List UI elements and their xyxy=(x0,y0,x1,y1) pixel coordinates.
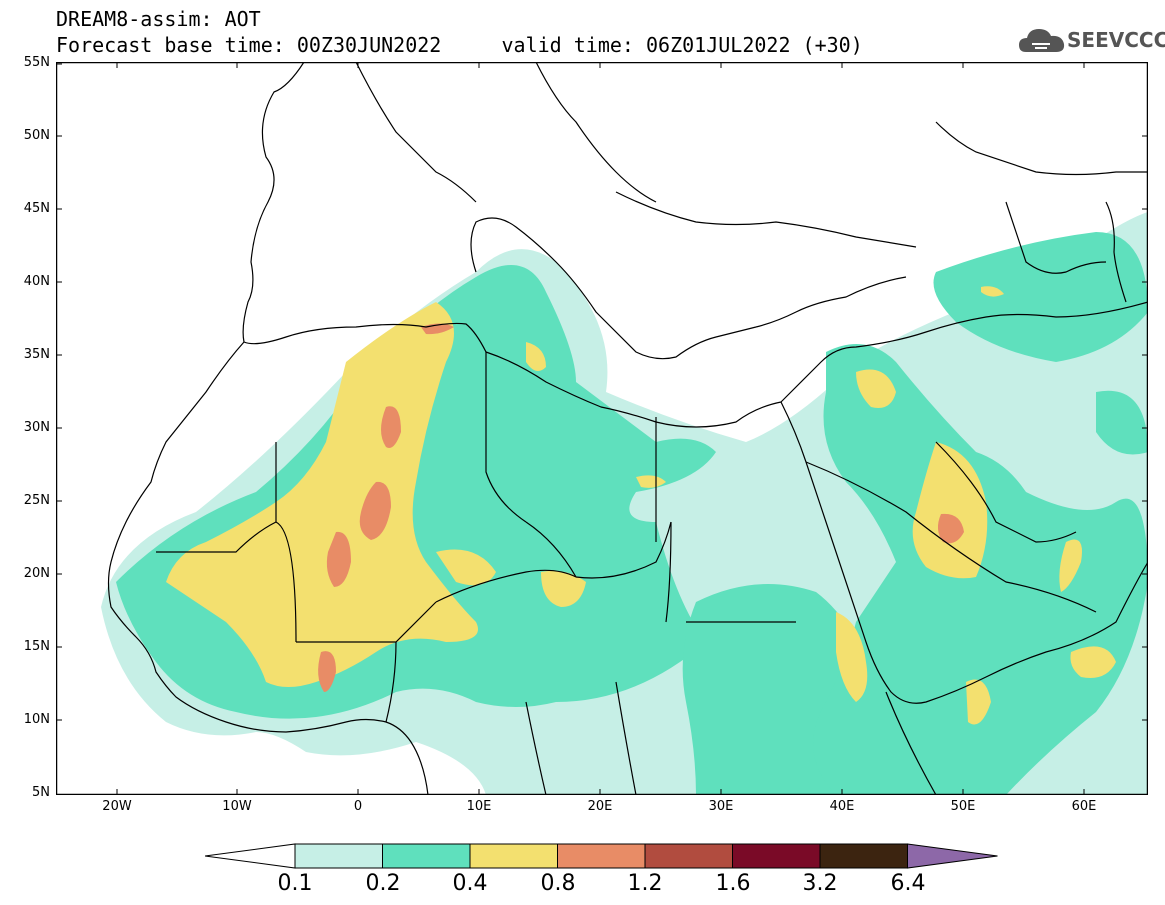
colorbar-label: 1.2 xyxy=(627,871,663,896)
colorbar-label: 6.4 xyxy=(890,871,926,896)
lat-label: 35N xyxy=(23,347,50,362)
coastlines xyxy=(107,62,1148,795)
lat-label: 25N xyxy=(23,493,50,508)
colorbar-label: 0.1 xyxy=(277,871,313,896)
lat-label: 10N xyxy=(23,712,50,727)
colorbar-label: 0.2 xyxy=(365,871,401,896)
lat-label: 20N xyxy=(23,566,50,581)
colorbar-arrow-high xyxy=(907,843,998,869)
lat-label: 30N xyxy=(23,420,50,435)
lon-label: 10E xyxy=(466,799,492,814)
aot-map xyxy=(56,62,1148,795)
logo-text: SEEVCCC xyxy=(1067,28,1165,52)
lat-label: 50N xyxy=(23,128,50,143)
colorbar-label: 0.8 xyxy=(540,871,576,896)
lon-label: 10W xyxy=(222,799,252,814)
colorbar-label: 0.4 xyxy=(452,871,488,896)
colorbar-cell xyxy=(557,843,646,869)
colorbar-cell xyxy=(382,843,471,869)
colorbar-cell xyxy=(819,843,908,869)
aot-colorbar xyxy=(205,843,998,869)
colorbar-cell xyxy=(294,843,383,869)
lon-label: 40E xyxy=(829,799,855,814)
colorbar-cells xyxy=(205,843,998,869)
lon-label: 20W xyxy=(102,799,132,814)
lat-label: 55N xyxy=(23,55,50,70)
colorbar-cell xyxy=(644,843,733,869)
seevccc-logo: SEEVCCC xyxy=(1018,24,1165,58)
colorbar-label: 3.2 xyxy=(802,871,838,896)
map-title: DREAM8-assim: AOT xyxy=(56,7,261,31)
lat-label: 15N xyxy=(23,639,50,654)
colorbar-cell xyxy=(469,843,558,869)
lat-label: 45N xyxy=(23,201,50,216)
lat-label: 40N xyxy=(23,274,50,289)
lon-label: 0 xyxy=(353,799,363,814)
lon-label: 60E xyxy=(1071,799,1097,814)
colorbar-label: 1.6 xyxy=(715,871,751,896)
lon-label: 30E xyxy=(708,799,734,814)
lat-label: 5N xyxy=(32,785,50,800)
lon-label: 50E xyxy=(950,799,976,814)
lon-label: 20E xyxy=(587,799,613,814)
colorbar-arrow-low xyxy=(205,843,296,869)
aot-level-0.4 xyxy=(166,286,1116,725)
colorbar-cell xyxy=(732,843,821,869)
forecast-time-line: Forecast base time: 00Z30JUN2022 valid t… xyxy=(56,33,863,57)
axis-ticks xyxy=(56,62,1148,795)
cloud-icon xyxy=(1019,29,1065,52)
